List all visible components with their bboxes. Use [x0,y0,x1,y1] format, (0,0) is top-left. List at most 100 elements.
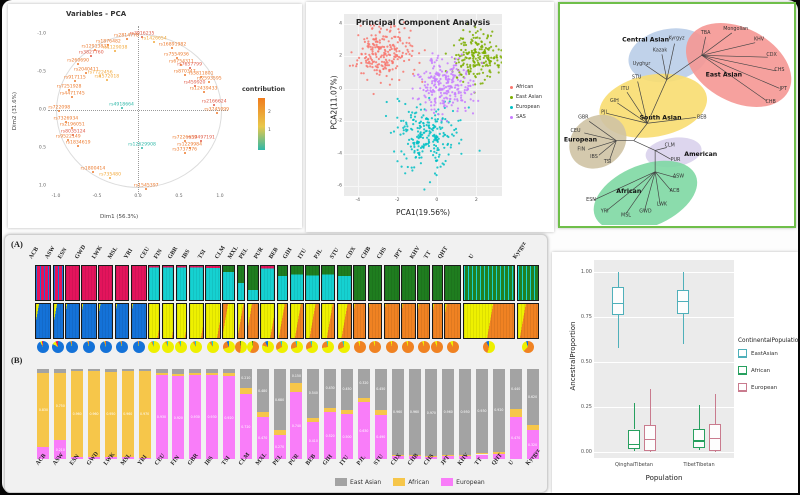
bar-value: 0.410 [308,438,318,443]
bar-value: 0.960 [89,411,99,416]
snp-label: rs1572018 [94,74,120,80]
bar-segment-european: 0.930 [189,375,202,459]
admixture-row2-kyrgyz [516,303,540,339]
snp-point [114,49,117,52]
ancestry-pie-pjl [322,341,335,353]
bar-segment-african [273,430,286,435]
snp-label: rs4471745 [60,91,85,97]
box-european-0 [644,425,656,452]
pca-scatter-xlabel: PCA1(19.56%) [395,208,451,217]
snp-label: rs7554936 [164,52,189,58]
bar-segment-european [492,453,505,459]
whisker-upper [715,394,716,425]
stacked-bar-ibs: 0.930 [206,369,219,459]
snp-label: rs9522149 [55,134,81,140]
admixture-row2-ceu [148,303,161,339]
admixture-row1-pel [246,265,259,301]
bar-value: 0.930 [156,415,167,420]
tree-branch [593,171,656,201]
whisker-lower [683,314,684,344]
snp-point [72,134,75,137]
bar-value: 0.440 [511,386,521,391]
whisker-upper [650,389,651,425]
admixture-row2-gbr [175,303,188,339]
variables-pca-xlabel: Dim1 (56.3%) [100,214,139,220]
bar-segment-african [222,372,235,377]
bar-value: 0.960 [409,410,420,415]
bar-value: 0.920 [173,415,183,420]
y-tick-label: 0.5 [38,145,46,151]
admixture-row1-khv [417,265,431,301]
snp-label: rs3827760 [78,50,104,56]
legend-item: East Asian [510,94,542,100]
legend-item-european: European [441,478,485,486]
bar-pop-label-u: U [507,459,516,467]
group-ellipse-african [593,160,698,232]
bar-value: 0.930 [477,408,487,413]
x-tick-label: 0 [435,198,439,203]
bar-value: 0.970 [426,410,436,415]
legend-item-east-asian: East Asian [335,478,381,486]
admixture-row2-pel [246,303,259,339]
tree-branch [637,81,648,124]
x-tick-label: -1.0 [51,194,61,199]
bar-segment-african [307,417,320,423]
admixture-row1-itu [305,265,320,301]
snp-point [94,48,97,51]
bar-segment-european: 0.520 [324,412,337,459]
pca-scatter-title: Principal Component Analysis [355,18,491,27]
legend-label: SAS [516,114,526,120]
ancestry-pie-ceu [148,341,161,353]
bar-value: 0.830 [38,407,48,412]
ancestry-pie-beb [276,341,289,353]
panel-pca-scatter: Principal Component Analysis PCA1(19.56%… [306,2,554,232]
snp-label: rs459920 [183,80,206,86]
legend-label: East Asian [350,478,382,486]
bar-segment-eastasian [121,369,134,371]
snp-point [107,43,110,46]
y-tick-label: -4 [337,151,342,157]
bar-value: 0.210 [241,376,251,381]
whisker-lower [634,449,635,452]
bar-segment-african: 0.950 [104,371,117,458]
bar-segment-eastasian: 0.680 [273,369,286,431]
admixture-row2-khv [417,303,431,339]
bar-segment-eastasian: 0.440 [509,369,522,409]
bar-value: 0.470 [258,435,268,440]
tree-branch [645,64,667,80]
bar-segment-eastasian [37,369,50,373]
bar-value: 0.930 [190,415,200,420]
panel-boxplot: Population AncestralProportion Continent… [552,252,800,493]
bar-value: 0.630 [359,428,369,433]
y-tick-label: 4 [339,21,342,27]
admixture-row1-esn [65,265,80,301]
tree-branch [654,171,672,192]
ancestry-pie-jpt [402,341,415,353]
bar-segment-eastasian [206,369,219,373]
snp-point [153,41,156,44]
y-tick-label: 0.25 [580,404,592,410]
admixture-row1-lwk [98,265,114,301]
bar-segment-european: 0.210 [54,440,67,459]
bar-value: 0.960 [72,411,82,416]
bar-segment-african [172,373,185,377]
ancestry-pie-esn [66,341,79,353]
y-tick-label: -6 [337,183,342,189]
variables-pca-title: Variables - PCA [66,10,127,18]
boxplot-xlabel: Population [645,474,683,482]
bar-value: 0.470 [511,435,521,440]
admixture-row2-lwk [98,303,114,339]
x-tick-label: 0.5 [175,194,183,199]
bar-segment-eastasian: 0.450 [374,369,387,410]
admixture-row1-kyrgyz [516,265,540,301]
admixture-row2-cdx [353,303,367,339]
legend-label: African [516,84,534,90]
grid-line-h [344,23,502,25]
bar-segment-european [88,457,101,459]
snp-label: rs1876482 [96,39,121,45]
leaf-label-esn: ESN [586,197,596,203]
tree-branch [588,121,617,141]
ancestry-pie-pel [246,341,259,353]
admixture-row2-esn [65,303,80,339]
snp-point [67,139,70,142]
